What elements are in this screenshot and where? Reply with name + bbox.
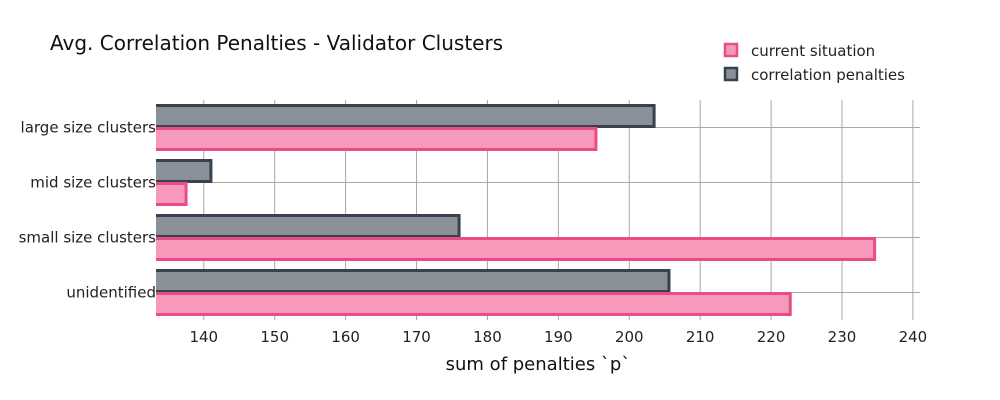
bar-current-situation — [151, 292, 792, 316]
bar-correlation-penalties — [151, 269, 671, 293]
chart-title: Avg. Correlation Penalties - Validator C… — [50, 31, 503, 55]
y-tick-label: mid size clusters — [30, 174, 156, 192]
y-tick-label: large size clusters — [21, 119, 157, 137]
x-axis-label: sum of penalties `p` — [446, 354, 631, 375]
bar-correlation-penalties — [151, 159, 213, 183]
bar-correlation-penalties — [151, 104, 656, 128]
x-tick-label: 190 — [544, 328, 573, 346]
bars — [151, 100, 877, 320]
legend-swatch — [723, 66, 739, 82]
plot-edge-mask — [151, 100, 156, 320]
legend-swatch — [723, 42, 739, 58]
legend-label: current situation — [751, 42, 875, 60]
bar-correlation-penalties — [151, 214, 461, 238]
x-tick-label: 240 — [899, 328, 928, 346]
x-tick-label: 170 — [402, 328, 431, 346]
legend: current situation correlation penalties — [723, 42, 905, 84]
x-tick-label: 160 — [331, 328, 360, 346]
x-tick-label: 230 — [828, 328, 857, 346]
x-tick-label: 200 — [615, 328, 644, 346]
y-tick-label: small size clusters — [19, 229, 157, 247]
x-tick-label: 210 — [686, 328, 715, 346]
x-tick-label: 180 — [473, 328, 502, 346]
bar-current-situation — [151, 127, 598, 151]
bar-current-situation — [151, 237, 877, 261]
legend-label: correlation penalties — [751, 66, 905, 84]
bar-current-situation — [151, 182, 188, 206]
y-tick-label: unidentified — [66, 284, 156, 302]
x-tick-label: 220 — [757, 328, 786, 346]
x-tick-label: 140 — [189, 328, 218, 346]
x-tick-label: 150 — [260, 328, 289, 346]
y-tick-labels: large size clusters mid size clusters smal… — [19, 119, 157, 302]
x-tick-labels: 140 150 160 170 180 190 200 210 220 230 240 — [189, 328, 927, 346]
